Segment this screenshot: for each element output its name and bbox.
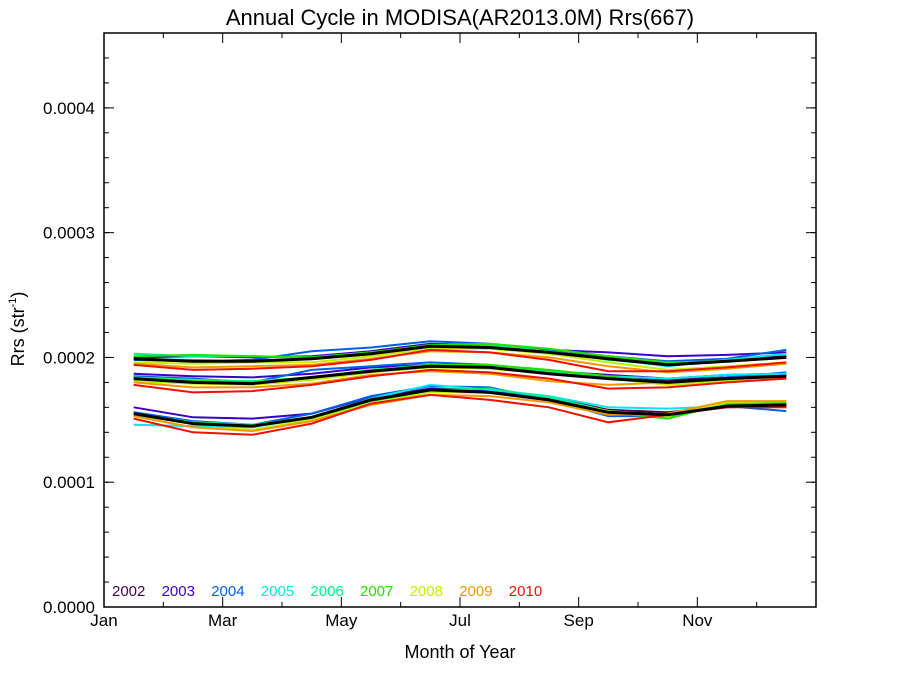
y-tick-label: 0.0001 xyxy=(43,473,95,492)
x-tick-label: Mar xyxy=(208,611,238,630)
legend-item-2009: 2009 xyxy=(459,583,492,600)
x-tick-label: May xyxy=(325,611,358,630)
x-tick-label: Jul xyxy=(449,611,471,630)
legend-item-2002: 2002 xyxy=(112,583,145,600)
mean-line-low xyxy=(133,388,787,428)
y-tick-label: 0.0003 xyxy=(43,224,95,243)
y-axis-label: Rrs (str-1) xyxy=(7,292,28,367)
legend-item-2005: 2005 xyxy=(261,583,294,600)
mean-layer xyxy=(133,344,787,428)
x-tick-label: Jan xyxy=(90,611,117,630)
mean-line-mid xyxy=(133,364,787,386)
series-line-2010-high xyxy=(133,348,787,373)
series-layer xyxy=(133,340,787,436)
svg-text:Rrs (str-1): Rrs (str-1) xyxy=(7,292,28,367)
ticks-layer: Jan Mar May Jul Sep Nov 0.0000 0.0001 0.0002 0.00… xyxy=(43,32,816,630)
legend-item-2006: 2006 xyxy=(310,583,343,600)
x-tick-label: Sep xyxy=(564,611,594,630)
series-line-2010-mid xyxy=(133,368,787,394)
plot-frame xyxy=(103,32,817,608)
legend-item-2003: 2003 xyxy=(162,583,195,600)
y-axis-label-sup: -1 xyxy=(7,298,19,308)
mean-line-high xyxy=(133,344,787,367)
chart-title: Annual Cycle in MODISA(AR2013.0M) Rrs(66… xyxy=(226,5,694,30)
legend: 2002 2003 2004 2005 2006 2007 2008 2009 2010 xyxy=(112,583,542,600)
x-tick-label: Nov xyxy=(682,611,713,630)
y-axis-label-base: Rrs (str xyxy=(8,307,28,366)
legend-item-2004: 2004 xyxy=(211,583,244,600)
legend-item-2010: 2010 xyxy=(509,583,542,600)
series-line-2006-low xyxy=(133,387,787,426)
legend-item-2008: 2008 xyxy=(410,583,443,600)
y-tick-label: 0.0000 xyxy=(43,598,95,617)
series-line-2009-low xyxy=(133,393,787,433)
x-axis-label: Month of Year xyxy=(404,642,515,662)
y-tick-label: 0.0004 xyxy=(43,99,95,118)
y-tick-label: 0.0002 xyxy=(43,348,95,367)
y-axis-label-close: ) xyxy=(8,292,28,298)
series-line-2007-high xyxy=(133,342,787,364)
legend-item-2007: 2007 xyxy=(360,583,393,600)
